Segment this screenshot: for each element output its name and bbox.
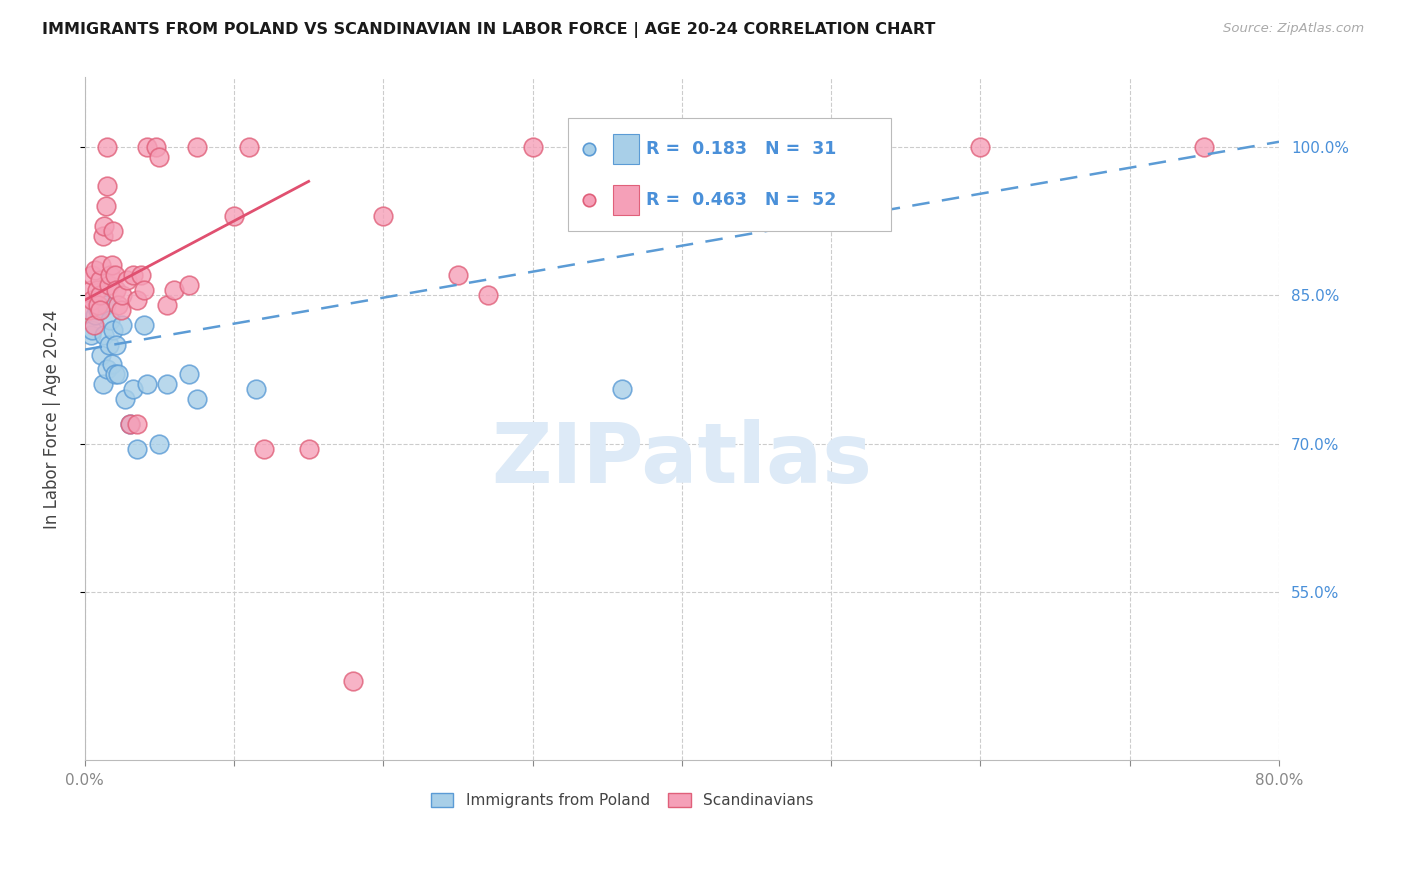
Point: [91, 377, 114, 392]
Point: [107, 298, 129, 312]
Point: [89, 288, 111, 302]
Point: [100, 358, 122, 372]
Point: [89, 303, 111, 318]
Point: [596, 139, 619, 153]
Point: [82, 268, 104, 283]
Bar: [613, 134, 638, 164]
Point: [118, 417, 141, 431]
Point: [82, 323, 104, 337]
Point: [131, 268, 153, 283]
FancyBboxPatch shape: [568, 119, 891, 231]
Point: [125, 442, 148, 456]
Point: [298, 442, 321, 456]
Point: [477, 288, 499, 302]
Point: [125, 417, 148, 431]
Point: [98, 313, 121, 327]
Point: [101, 323, 124, 337]
Point: [134, 283, 156, 297]
Point: [97, 278, 120, 293]
Point: [134, 318, 156, 332]
Point: [156, 298, 179, 312]
Point: [148, 436, 170, 450]
Point: [90, 348, 112, 362]
Point: [125, 293, 148, 307]
Y-axis label: In Labor Force | Age 20-24: In Labor Force | Age 20-24: [44, 310, 60, 529]
Point: [969, 139, 991, 153]
Point: [110, 303, 132, 318]
Point: [86, 298, 108, 312]
Text: Source: ZipAtlas.com: Source: ZipAtlas.com: [1223, 22, 1364, 36]
Point: [342, 674, 364, 689]
Point: [98, 268, 121, 283]
Point: [186, 392, 208, 406]
Point: [163, 283, 186, 297]
Point: [103, 368, 125, 382]
Point: [86, 283, 108, 297]
Point: [96, 362, 118, 376]
Point: [121, 268, 143, 283]
Point: [87, 298, 110, 312]
Point: [121, 382, 143, 396]
Point: [238, 139, 260, 153]
Point: [522, 139, 544, 153]
Point: [107, 368, 129, 382]
Point: [97, 337, 120, 351]
Legend: Immigrants from Poland, Scandinavians: Immigrants from Poland, Scandinavians: [425, 787, 820, 814]
Point: [94, 298, 117, 312]
Point: [114, 392, 136, 406]
Point: [80, 283, 103, 297]
Point: [87, 303, 110, 318]
Point: [89, 293, 111, 307]
Bar: [613, 186, 638, 215]
Point: [103, 268, 125, 283]
Point: [118, 417, 141, 431]
Point: [84, 308, 107, 322]
Point: [179, 278, 201, 293]
Point: [136, 377, 159, 392]
Point: [373, 209, 395, 223]
Point: [612, 382, 634, 396]
Point: [101, 224, 124, 238]
Point: [94, 199, 117, 213]
Text: IMMIGRANTS FROM POLAND VS SCANDINAVIAN IN LABOR FORCE | AGE 20-24 CORRELATION CH: IMMIGRANTS FROM POLAND VS SCANDINAVIAN I…: [42, 22, 935, 38]
Point: [84, 263, 107, 277]
Point: [93, 327, 115, 342]
Point: [89, 273, 111, 287]
Point: [83, 318, 105, 332]
Point: [91, 228, 114, 243]
Point: [179, 368, 201, 382]
Text: R =  0.463   N =  52: R = 0.463 N = 52: [645, 192, 837, 210]
Text: R =  0.183   N =  31: R = 0.183 N = 31: [645, 140, 837, 158]
Point: [111, 288, 134, 302]
Point: [1194, 139, 1216, 153]
Point: [96, 179, 118, 194]
Point: [82, 293, 104, 307]
Point: [96, 139, 118, 153]
Point: [186, 139, 208, 153]
Point: [105, 283, 128, 297]
Point: [253, 442, 276, 456]
Point: [100, 259, 122, 273]
Point: [105, 337, 128, 351]
Point: [156, 377, 179, 392]
Point: [145, 139, 167, 153]
Point: [93, 219, 115, 233]
Point: [148, 150, 170, 164]
Point: [222, 209, 245, 223]
Point: [115, 273, 138, 287]
Point: [90, 259, 112, 273]
Point: [111, 318, 134, 332]
Point: [136, 139, 159, 153]
Point: [447, 268, 470, 283]
Point: [77, 303, 100, 318]
Point: [245, 382, 267, 396]
Text: ZIPatlas: ZIPatlas: [491, 419, 872, 500]
Point: [80, 327, 103, 342]
